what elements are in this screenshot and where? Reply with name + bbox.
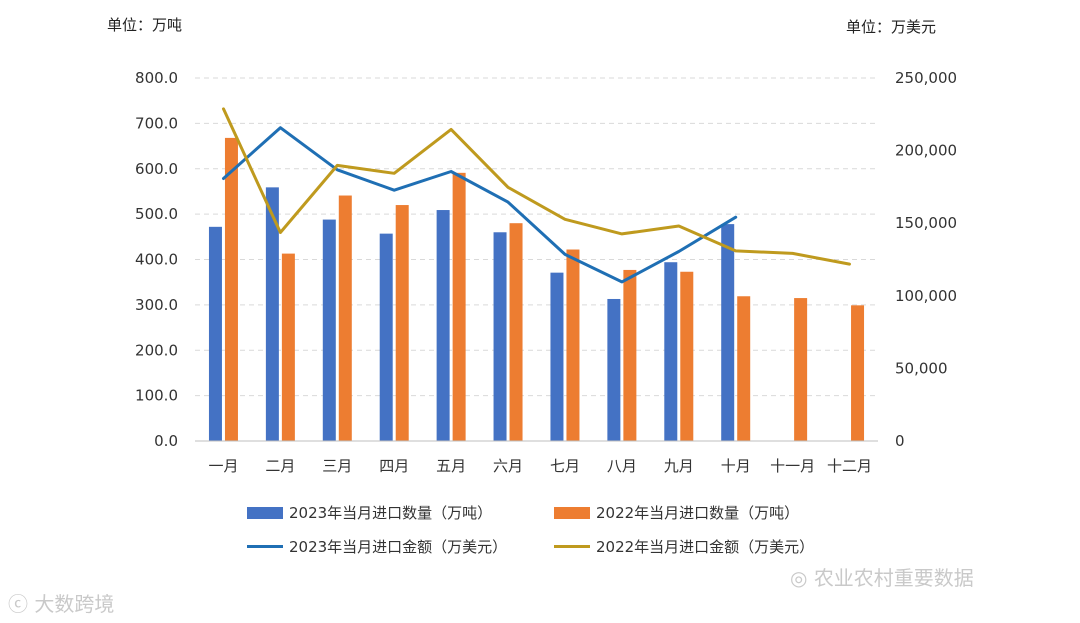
left-unit-label: 单位：万吨 <box>107 16 183 34</box>
x-tick-label: 二月 <box>265 457 295 475</box>
x-tick-label: 十二月 <box>827 457 872 475</box>
legend-item-line-2022: 2022年当月进口金额（万美元） <box>554 536 814 557</box>
x-tick-label: 四月 <box>379 457 409 475</box>
bar-2022 <box>737 296 751 441</box>
y-right-tick-label: 150,000 <box>895 214 957 232</box>
x-tick-label: 十一月 <box>770 457 815 475</box>
bar-2023 <box>493 232 507 441</box>
bar-2022 <box>566 249 580 441</box>
bar-2022 <box>680 271 694 441</box>
y-left-tick-label: 800.0 <box>135 69 178 87</box>
x-tick-label: 三月 <box>322 457 352 475</box>
x-tick-label: 一月 <box>208 457 238 475</box>
line-series-2023 <box>222 126 738 284</box>
legend-swatch-line-2022 <box>554 545 590 548</box>
watermark-right: ◎ 农业农村重要数据 <box>790 562 974 591</box>
x-tick-label: 八月 <box>607 457 637 475</box>
axes-layer: 0.0 100.0 200.0 300.0 400.0 500.0 600.0 700.0 80… <box>135 69 957 475</box>
watermark-left: ⓒ 大数跨境 <box>8 588 114 617</box>
bar-2023 <box>436 210 450 441</box>
y-left-tick-label: 300.0 <box>135 296 178 314</box>
y-right-tick-label: 0 <box>895 432 905 450</box>
bar-2023 <box>208 226 222 441</box>
bar-2022 <box>281 253 295 441</box>
bar-2022 <box>395 205 409 441</box>
y-right-tick-label: 200,000 <box>895 142 957 160</box>
bar-2023 <box>550 272 564 441</box>
y-right-tick-label: 50,000 <box>895 359 948 377</box>
y-left-tick-label: 200.0 <box>135 341 178 359</box>
legend-swatch-line-2023 <box>247 545 283 548</box>
legend-item-bar-2023: 2023年当月进口数量（万吨） <box>247 502 492 523</box>
bar-2022 <box>224 137 238 441</box>
bar-2022 <box>452 172 466 442</box>
y-left-tick-label: 700.0 <box>135 114 178 132</box>
bar-2023 <box>379 233 393 441</box>
legend-label-bar-2023: 2023年当月进口数量（万吨） <box>289 504 493 522</box>
y-right-tick-label: 250,000 <box>895 69 957 87</box>
legend-swatch-bar-2022 <box>554 506 590 519</box>
x-tick-label: 六月 <box>493 457 523 475</box>
bar-2022 <box>851 305 865 441</box>
bar-2023 <box>721 224 735 441</box>
y-left-tick-label: 0.0 <box>154 432 178 450</box>
legend-item-bar-2022: 2022年当月进口数量（万吨） <box>554 502 799 523</box>
bars-layer <box>208 137 865 442</box>
legend-label-bar-2022: 2022年当月进口数量（万吨） <box>596 504 800 522</box>
legend-swatch-bar-2023 <box>247 506 283 519</box>
y-left-tick-label: 500.0 <box>135 205 178 223</box>
x-tick-label: 十月 <box>721 457 751 475</box>
bar-2023 <box>607 298 621 441</box>
bar-2023 <box>664 262 678 441</box>
lines-layer <box>222 107 851 284</box>
y-left-tick-label: 400.0 <box>135 251 178 269</box>
line-series-2022 <box>222 107 851 266</box>
bar-2022 <box>338 195 352 441</box>
watermark-left-icon: ⓒ <box>8 592 35 616</box>
watermark-left-text: 大数跨境 <box>34 592 115 616</box>
right-unit-label: 单位：万美元 <box>846 18 937 36</box>
y-left-tick-label: 600.0 <box>135 160 178 178</box>
legend-item-line-2023: 2023年当月进口金额（万美元） <box>247 536 507 557</box>
watermark-right-text: 农业农村重要数据 <box>813 566 974 590</box>
bar-2023 <box>265 187 279 441</box>
legend-label-line-2023: 2023年当月进口金额（万美元） <box>289 538 508 556</box>
x-tick-label: 五月 <box>436 457 466 475</box>
x-tick-label: 九月 <box>664 457 694 475</box>
bar-2023 <box>322 219 336 441</box>
y-right-tick-label: 100,000 <box>895 287 957 305</box>
y-left-tick-label: 100.0 <box>135 387 178 405</box>
bar-2022 <box>509 223 523 441</box>
legend-label-line-2022: 2022年当月进口金额（万美元） <box>596 538 815 556</box>
bar-2022 <box>794 298 808 441</box>
wechat-icon: ◎ <box>790 566 814 590</box>
bar-2022 <box>623 269 637 441</box>
x-tick-label: 七月 <box>550 457 580 475</box>
gridlines <box>195 77 878 397</box>
